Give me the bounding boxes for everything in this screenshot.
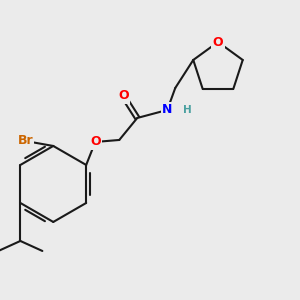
Text: O: O: [213, 35, 223, 49]
Text: N: N: [162, 103, 172, 116]
Text: O: O: [90, 136, 101, 148]
Text: O: O: [118, 89, 129, 103]
Text: H: H: [183, 105, 192, 115]
Text: Br: Br: [17, 134, 33, 148]
